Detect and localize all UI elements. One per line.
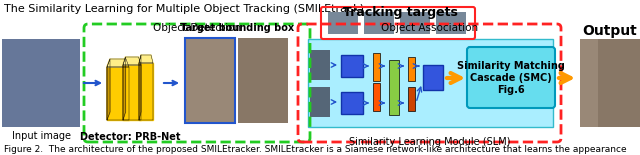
Polygon shape: [139, 55, 153, 63]
Text: Tracking targets: Tracking targets: [342, 6, 458, 19]
Bar: [185, 38, 235, 123]
Bar: [364, 12, 394, 34]
Text: The Similarity Learning for Multiple Object Tracking (SMILEtrack): The Similarity Learning for Multiple Obj…: [4, 4, 364, 14]
Polygon shape: [123, 65, 141, 120]
Bar: [400, 12, 430, 34]
Bar: [185, 38, 235, 123]
Polygon shape: [107, 67, 129, 120]
Bar: [341, 92, 363, 114]
Polygon shape: [139, 55, 141, 120]
Polygon shape: [107, 59, 129, 67]
Bar: [341, 55, 363, 77]
Text: Target bounding box: Target bounding box: [180, 23, 294, 33]
Polygon shape: [107, 59, 110, 120]
Polygon shape: [123, 57, 125, 120]
Bar: [308, 39, 553, 127]
Bar: [408, 57, 415, 81]
Bar: [238, 38, 288, 123]
Polygon shape: [139, 63, 153, 120]
Bar: [373, 83, 380, 111]
Text: Detector: PRB-Net: Detector: PRB-Net: [80, 132, 180, 142]
Text: Input image: Input image: [12, 131, 70, 141]
Bar: [598, 39, 640, 127]
Bar: [408, 87, 415, 111]
Polygon shape: [123, 57, 141, 65]
Text: Similarity Learning Module (SLM): Similarity Learning Module (SLM): [349, 137, 511, 147]
Bar: [328, 12, 358, 34]
Bar: [389, 60, 399, 115]
Bar: [310, 87, 330, 117]
Text: Figure 2.  The architecture of the proposed SMILEtracker. SMILEtracker is a Siam: Figure 2. The architecture of the propos…: [4, 145, 627, 154]
Bar: [423, 65, 443, 90]
Bar: [580, 39, 625, 127]
Text: Output: Output: [582, 24, 637, 38]
Bar: [310, 50, 330, 80]
Text: Object Association: Object Association: [381, 23, 479, 33]
Bar: [373, 53, 380, 81]
Bar: [2, 39, 80, 127]
Text: Object Detection: Object Detection: [153, 23, 241, 33]
FancyBboxPatch shape: [467, 47, 555, 108]
Bar: [436, 12, 466, 34]
Text: Similarity Matching
Cascade (SMC)
Fig.6: Similarity Matching Cascade (SMC) Fig.6: [457, 61, 565, 95]
